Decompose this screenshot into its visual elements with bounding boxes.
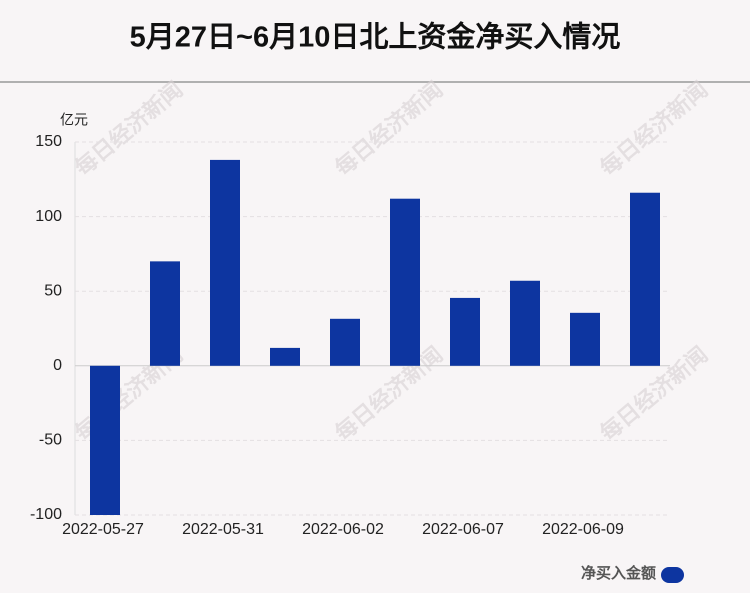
y-tick-label: -50 xyxy=(39,432,62,449)
legend-swatch xyxy=(661,567,684,583)
bar xyxy=(630,192,660,366)
bar xyxy=(150,261,180,366)
bar xyxy=(270,347,300,366)
bar xyxy=(510,280,540,366)
bar xyxy=(450,297,480,366)
bar xyxy=(390,198,420,366)
x-tick-label: 2022-05-31 xyxy=(182,521,264,538)
y-tick-label: 50 xyxy=(44,282,62,299)
bar xyxy=(210,159,240,366)
y-tick-label: 150 xyxy=(35,133,62,150)
bar xyxy=(330,318,360,366)
y-tick-label: 100 xyxy=(35,208,62,225)
y-tick-label: 0 xyxy=(53,357,62,374)
y-unit: 亿元 xyxy=(60,112,88,128)
bar xyxy=(90,365,120,515)
x-tick-label: 2022-06-09 xyxy=(542,521,624,538)
x-tick-label: 2022-05-27 xyxy=(62,521,144,538)
chart-title: 5月27日~6月10日北上资金净买入情况 xyxy=(130,20,621,54)
bar xyxy=(570,312,600,366)
x-tick-label: 2022-06-02 xyxy=(302,521,384,538)
legend-label: 净买入金额 xyxy=(581,564,656,582)
y-tick-label: -100 xyxy=(30,506,62,523)
x-tick-label: 2022-06-07 xyxy=(422,521,504,538)
